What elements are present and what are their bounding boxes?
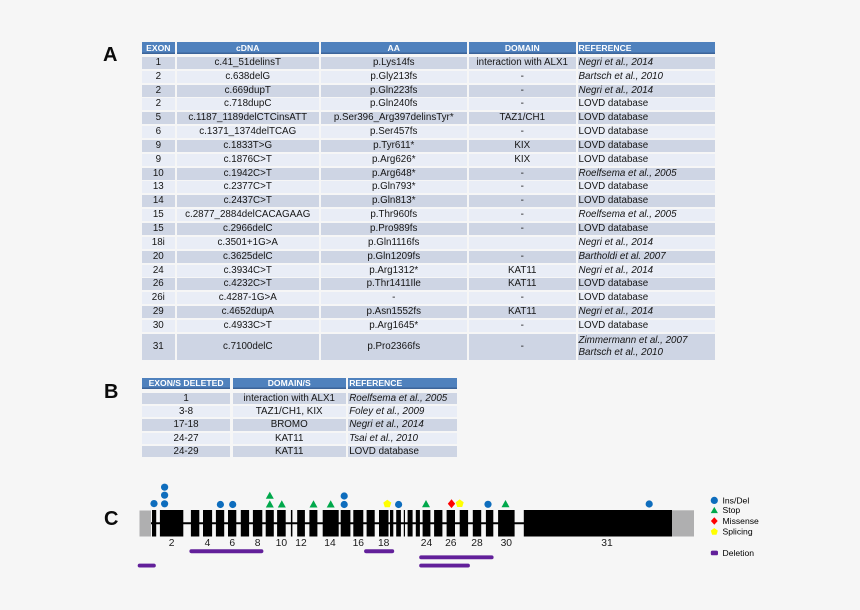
svg-text:18: 18 [378,538,390,549]
svg-text:16: 16 [353,538,365,549]
svg-text:Stop: Stop [723,505,741,515]
svg-text:2: 2 [169,538,175,549]
svg-text:24: 24 [421,538,433,549]
svg-text:8: 8 [255,538,261,549]
svg-text:Ins/Del: Ins/Del [723,495,750,505]
svg-text:Missense: Missense [723,516,760,526]
svg-text:Splicing: Splicing [723,527,753,537]
svg-text:14: 14 [324,538,336,549]
svg-text:12: 12 [295,538,307,549]
svg-text:28: 28 [471,538,483,549]
svg-text:26: 26 [445,538,457,549]
svg-text:4: 4 [205,538,211,549]
svg-text:10: 10 [276,538,288,549]
svg-text:Deletion: Deletion [723,548,755,558]
svg-text:30: 30 [501,538,513,549]
svg-text:31: 31 [601,538,613,549]
svg-text:6: 6 [229,538,235,549]
